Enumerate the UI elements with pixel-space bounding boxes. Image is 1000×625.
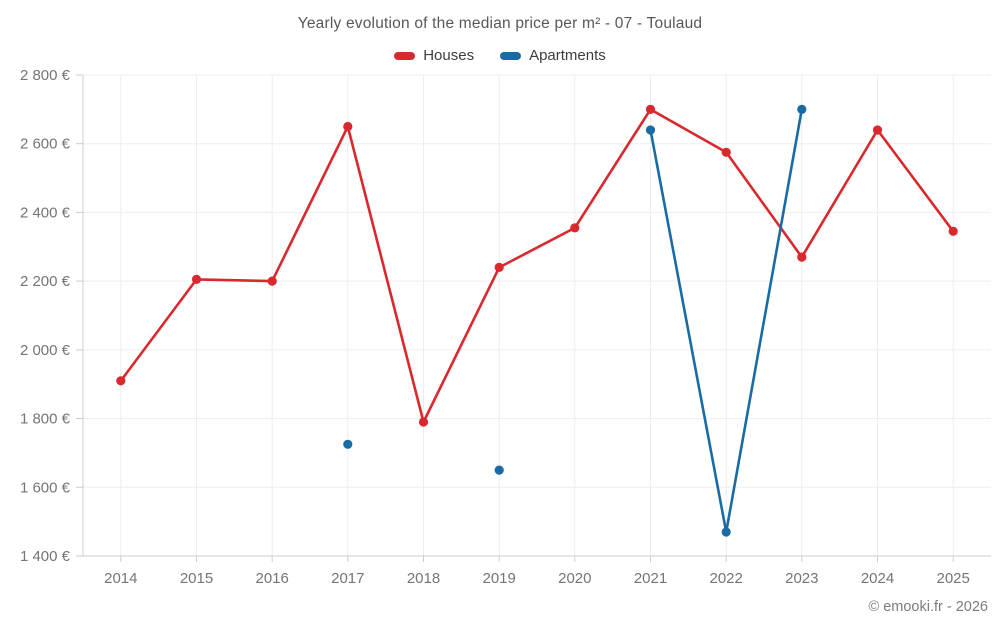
axes	[76, 74, 991, 562]
data-point-houses-2016[interactable]	[267, 276, 277, 286]
data-point-houses-2021[interactable]	[645, 104, 656, 114]
data-point-apartments-2021[interactable]	[645, 125, 656, 135]
y-tick-label: 2 400 €	[20, 204, 71, 221]
y-tick-label: 1 400 €	[20, 548, 71, 565]
y-axis-labels: 1 400 € 1 600 € 1 800 € 2 000 € 2 200 € 2 400…	[20, 67, 71, 565]
y-tick-label: 1 600 €	[20, 479, 71, 496]
data-point-houses-2025[interactable]	[948, 226, 958, 236]
y-tick-label: 2 800 €	[20, 67, 71, 84]
x-axis-labels: 2014 2015 2016 2017 2018 2019 2020 2021 2022 2023…	[104, 570, 970, 587]
x-tick-label: 2018	[407, 570, 440, 587]
data-point-houses-2023[interactable]	[797, 252, 807, 262]
data-point-houses-2015[interactable]	[191, 274, 202, 284]
gridlines	[83, 74, 991, 557]
data-point-houses-2019[interactable]	[494, 262, 504, 272]
series-apartments	[343, 104, 807, 537]
data-point-apartments-2019[interactable]	[494, 465, 504, 475]
y-tick-label: 2 600 €	[20, 136, 71, 153]
x-tick-label: 2024	[861, 570, 894, 587]
data-point-houses-2014[interactable]	[116, 376, 126, 386]
series-houses	[116, 104, 958, 427]
chart-title: Yearly evolution of the median price per…	[297, 15, 703, 32]
x-tick-label: 2021	[634, 570, 667, 587]
legend-label: Houses	[423, 47, 475, 64]
legend-item-houses[interactable]: Houses	[394, 47, 474, 64]
y-tick-label: 2 200 €	[20, 273, 71, 290]
x-tick-label: 2025	[937, 570, 970, 587]
x-tick-label: 2014	[104, 570, 137, 587]
data-point-houses-2022[interactable]	[721, 147, 731, 157]
data-point-houses-2017[interactable]	[343, 121, 353, 132]
x-tick-label: 2019	[483, 570, 516, 587]
chart-legend: Houses Apartments	[0, 47, 1000, 64]
data-point-houses-2018[interactable]	[418, 417, 429, 427]
x-tick-label: 2016	[256, 570, 289, 587]
y-tick-label: 1 800 €	[20, 411, 71, 428]
legend-swatch-houses	[394, 51, 416, 60]
legend-item-apartments[interactable]: Apartments	[500, 47, 606, 64]
legend-swatch-apartments	[500, 51, 522, 60]
data-point-apartments-2023[interactable]	[797, 104, 807, 114]
x-tick-label: 2020	[558, 570, 591, 587]
data-point-apartments-2022[interactable]	[721, 527, 731, 537]
data-point-apartments-2017[interactable]	[343, 439, 353, 449]
data-point-houses-2024[interactable]	[872, 125, 883, 135]
x-tick-label: 2017	[331, 570, 364, 587]
x-tick-label: 2022	[710, 570, 743, 587]
y-tick-label: 2 000 €	[20, 342, 71, 359]
legend-label: Apartments	[529, 47, 606, 64]
x-tick-label: 2015	[180, 570, 213, 587]
data-point-houses-2020[interactable]	[570, 223, 580, 233]
copyright-text: © emooki.fr - 2026	[868, 599, 988, 615]
series-line-houses	[119, 108, 955, 424]
x-tick-label: 2023	[785, 570, 818, 587]
